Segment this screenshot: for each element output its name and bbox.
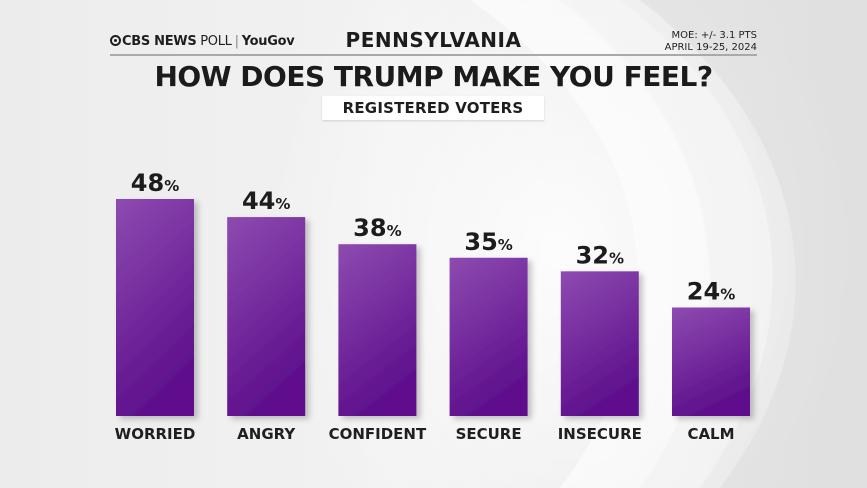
bar-insecure — [560, 271, 639, 416]
bar-worried — [116, 199, 194, 416]
header: CBS NEWS POLL | YouGov PENNSYLVANIA MOE: +… — [110, 28, 757, 56]
brand-logo: CBS NEWS POLL | YouGov — [110, 34, 295, 49]
bar-secure — [449, 257, 528, 416]
value-label: 48% — [131, 169, 179, 197]
value-label: 44% — [242, 187, 290, 215]
category-label: ANGRY — [237, 425, 296, 443]
category-label: INSECURE — [558, 425, 642, 443]
brand-separator: | — [234, 34, 239, 49]
brand-yougov: YouGov — [241, 34, 295, 49]
category-label: CONFIDENT — [329, 425, 427, 443]
value-label: 24% — [687, 278, 735, 306]
category-label: SECURE — [456, 425, 522, 443]
category-label: WORRIED — [115, 425, 196, 443]
brand-cbs-news: CBS NEWS — [122, 34, 197, 49]
cbs-eye-icon — [110, 35, 121, 46]
margin-of-error: MOE: +/- 3.1 PTS — [671, 30, 757, 41]
chart-subtitle: REGISTERED VOTERS — [322, 96, 544, 120]
value-label: 35% — [464, 228, 512, 256]
poll-meta: MOE: +/- 3.1 PTS APRIL 19-25, 2024 — [665, 30, 757, 54]
bar-confident — [338, 244, 417, 416]
value-label: 32% — [576, 241, 624, 269]
bar-calm — [672, 307, 750, 416]
category-label: CALM — [687, 425, 734, 443]
bar-angry — [227, 217, 306, 416]
poll-dates: APRIL 19-25, 2024 — [664, 42, 757, 53]
value-label: 38% — [353, 214, 401, 242]
brand-poll: POLL — [200, 34, 232, 49]
state-label: PENNSYLVANIA — [345, 28, 522, 52]
chart-title: HOW DOES TRUMP MAKE YOU FEEL? — [154, 60, 713, 93]
